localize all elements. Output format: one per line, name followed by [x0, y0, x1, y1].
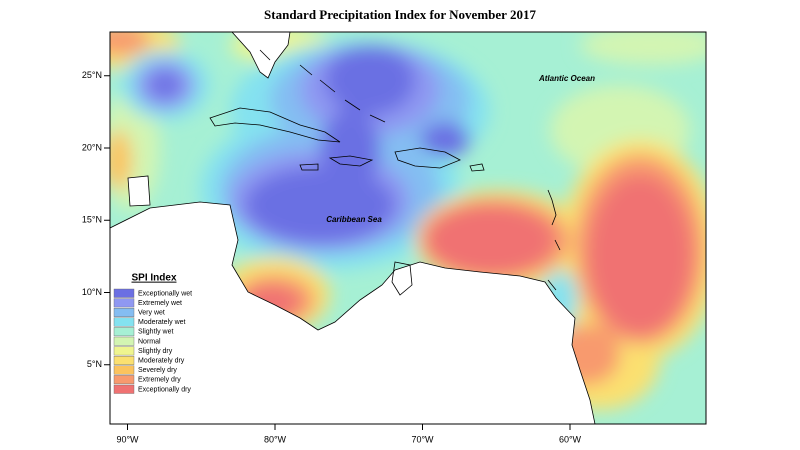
- legend-label: Very wet: [138, 310, 165, 317]
- spi-blob: [580, 32, 706, 65]
- lon-tick-label: 70°W: [411, 434, 434, 444]
- legend-swatch: [113, 375, 135, 385]
- spi-blob: [149, 71, 181, 99]
- legend-label: Extremely dry: [138, 377, 181, 384]
- spi-blob: [425, 205, 555, 275]
- spi-blob: [325, 45, 415, 115]
- legend-label: Slightly wet: [138, 329, 173, 336]
- legend-swatch: [113, 365, 135, 375]
- land: [110, 32, 596, 424]
- legend-swatch: [113, 288, 135, 298]
- legend-swatch: [113, 298, 135, 308]
- legend-swatch: [113, 317, 135, 327]
- lon-tick-label: 60°W: [559, 434, 582, 444]
- lon-tick-label: 90°W: [116, 434, 139, 444]
- spi-blob: [588, 175, 692, 335]
- lat-tick-label: 10°N: [82, 287, 102, 297]
- legend-swatch: [113, 327, 135, 337]
- legend-label: Moderately dry: [138, 358, 185, 365]
- map-title: Standard Precipitation Index for Novembe…: [264, 7, 536, 22]
- lon-tick-label: 80°W: [264, 434, 287, 444]
- legend-swatch: [113, 336, 135, 346]
- spi-blob: [110, 130, 132, 190]
- spi-blob: [245, 167, 395, 243]
- legend: SPI Index Exceptionally wet Extremely wet…: [111, 268, 199, 398]
- legend-label: Severely dry: [138, 367, 177, 374]
- sea-label: Caribbean Sea: [326, 215, 382, 224]
- legend-label: Normal: [138, 338, 161, 345]
- legend-title: SPI Index: [131, 273, 176, 284]
- legend-swatch: [113, 346, 135, 356]
- legend-label: Extremely wet: [138, 300, 182, 307]
- legend-label: Exceptionally dry: [138, 386, 191, 393]
- spi-blob: [320, 110, 380, 190]
- lat-tick-label: 5°N: [87, 359, 102, 369]
- spi-field: [110, 32, 706, 424]
- legend-swatch: [113, 308, 135, 317]
- map-frame: [109, 31, 707, 425]
- legend-swatch: [113, 384, 135, 394]
- lat-tick-label: 15°N: [82, 215, 102, 225]
- spi-blob: [420, 122, 470, 158]
- legend-label: Slightly dry: [138, 348, 173, 355]
- legend-label: Moderately wet: [138, 319, 186, 326]
- lat-tick-label: 20°N: [82, 142, 102, 152]
- legend-swatch: [113, 356, 135, 365]
- lat-tick-label: 25°N: [82, 70, 102, 80]
- spi-blob: [110, 32, 150, 55]
- field-blobs: [110, 32, 706, 410]
- ocean-label: Atlantic Ocean: [538, 74, 595, 83]
- legend-label: Exceptionally wet: [138, 290, 192, 297]
